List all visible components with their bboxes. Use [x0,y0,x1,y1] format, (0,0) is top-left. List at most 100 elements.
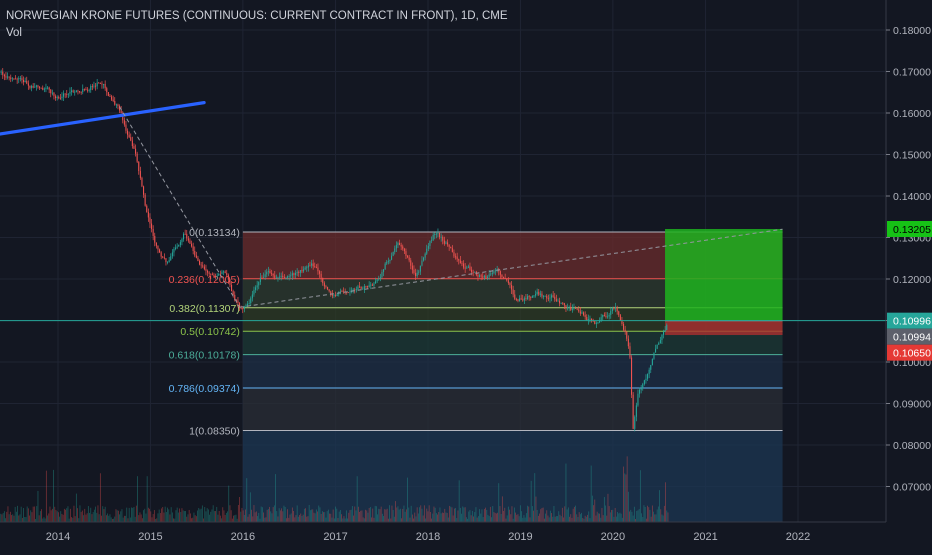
volume-bar [664,506,665,522]
candle-body [13,78,14,79]
volume-bar [136,506,137,522]
volume-bar [399,510,400,522]
volume-bar [315,513,316,522]
candle-body [247,304,248,306]
candle-body [653,353,654,359]
candle-body [319,271,320,274]
price-tick-label: 0.12000 [893,274,931,286]
volume-bar [264,518,265,522]
volume-bar [158,513,159,522]
volume-bar [178,513,179,522]
volume-bar [300,514,301,522]
candle-body [175,248,176,249]
volume-bar [369,508,370,522]
candle-body [562,303,563,304]
volume-bar [618,513,619,522]
volume-bar [266,517,267,522]
candle-body [263,277,264,278]
volume-bar [356,510,357,522]
candle-body [84,89,85,90]
candle-body [133,146,134,149]
fib-label-0.786: 0.786(0.09374) [169,383,240,395]
volume-bar [261,507,262,522]
candle-body [385,264,386,270]
candle-body [607,317,608,318]
volume-bar [536,497,537,522]
volume-bar [284,506,285,522]
candle-body [565,305,566,308]
volume-bar [554,506,555,522]
volume-bar [292,508,293,522]
candle-body [621,321,622,324]
volume-bar [387,509,388,522]
candle-body [100,83,101,84]
volume-bar [371,517,372,522]
candle-body [268,271,269,272]
candle-body [244,307,245,309]
volume-bar [279,508,280,522]
volume-bar [116,509,117,522]
candle-body [249,303,250,304]
volume-bar [10,512,11,522]
volume-bar [512,506,513,522]
candle-body [261,278,262,279]
candle-body [641,388,642,390]
volume-bar [658,506,659,522]
volume-bar [440,508,441,522]
candle-body [393,252,394,256]
candle-body [34,87,35,88]
volume-bar [227,511,228,522]
candle-body [26,81,27,84]
volume-bar [504,508,505,522]
volume-bar [270,511,271,522]
volume-bar [314,513,315,522]
volume-bar [152,517,153,522]
candle-body [348,292,349,293]
volume-bar [516,515,517,522]
volume-bar [308,516,309,522]
candle-body [18,78,19,79]
candle-body [103,84,104,85]
candle-body [375,281,376,283]
volume-bar [173,518,174,522]
volume-bar [202,505,203,522]
volume-bar [204,507,205,522]
candle-body [212,274,213,275]
candle-body [615,307,616,308]
volume-bar [425,518,426,522]
volume-bar [100,473,101,522]
volume-bar [104,509,105,522]
volume-bar [256,511,257,522]
candle-body [197,258,198,261]
volume-bar [81,512,82,522]
candle-body [281,276,282,277]
candle-body [420,266,421,272]
candle-body [637,394,638,406]
volume-bar [608,494,609,522]
volume-bar [70,509,71,522]
candle-body [401,245,402,247]
candle-body [140,171,141,178]
volume-bar [83,515,84,522]
candle-body [405,251,406,256]
volume-bar [453,515,454,522]
candle-body [202,265,203,266]
candle-body [269,271,270,273]
volume-bar [395,501,396,522]
fib-label-0.236: 0.236(0.12005) [169,274,240,286]
volume-bar [105,507,106,522]
candle-body [445,242,446,243]
volume-bar [28,508,29,522]
candle-body [505,278,506,279]
volume-bar [34,506,35,522]
volume-bar [188,514,189,522]
volume-bar [27,507,28,522]
volume-bar [162,507,163,522]
volume-bar [357,476,358,522]
volume-bar [172,512,173,522]
volume-bar [327,511,328,522]
volume-bar [404,506,405,522]
volume-bar [488,515,489,522]
